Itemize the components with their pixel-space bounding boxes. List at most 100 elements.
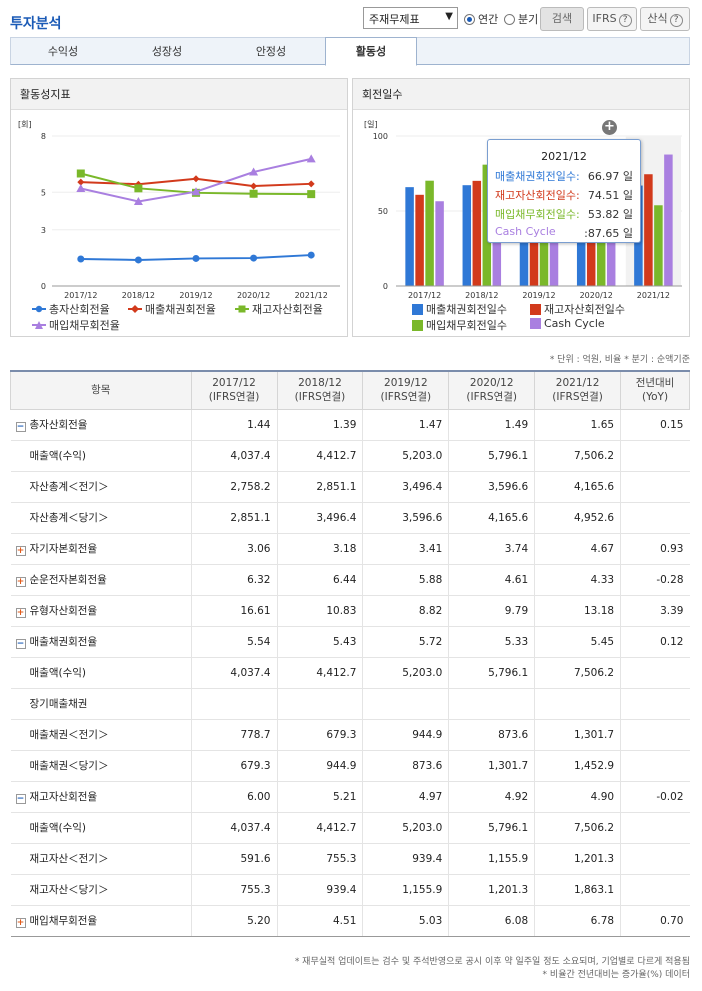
value-cell: 7,506.2 [534, 440, 621, 472]
row-label: 재고자산＜전기＞ [29, 853, 109, 865]
radio-off-icon [504, 13, 515, 25]
tab-stability[interactable]: 안정성 [255, 45, 287, 58]
ifrs-label: IFRS [592, 12, 617, 25]
value-cell: 3,596.6 [362, 502, 449, 534]
legend-item[interactable]: 매출채권회전율 [128, 301, 216, 317]
data-point [249, 189, 258, 198]
y-tick-label: 3 [41, 226, 46, 235]
footer-note-2: * 비율간 전년대비는 증가율(%) 데이터 [542, 970, 690, 980]
legend-item[interactable]: 매입채무회전일수 [412, 317, 507, 333]
expand-icon[interactable]: + [15, 577, 26, 587]
row-label: 재고자산＜당기＞ [29, 884, 109, 896]
legend-item[interactable]: Cash Cycle [530, 317, 605, 330]
data-point [77, 255, 85, 263]
value-cell: 4,037.4 [190, 440, 277, 472]
legend-item[interactable]: 재고자산회전일수 [530, 301, 625, 317]
select-value: 주재무제표 [369, 13, 420, 26]
value-cell: 3.74 [448, 533, 535, 565]
value-cell: 9.79 [448, 595, 535, 627]
row-label-cell: 재고자산＜전기＞ [10, 843, 192, 875]
value-cell: 4.33 [534, 564, 621, 596]
value-cell: 1,863.1 [534, 874, 621, 906]
tab-growth[interactable]: 성장성 [151, 45, 183, 58]
value-cell: 3,596.6 [448, 471, 535, 503]
value-cell: 6.32 [190, 564, 277, 596]
yoy-cell [620, 440, 690, 472]
formula-help-button[interactable]: 산식? [640, 7, 690, 31]
value-cell: 5.88 [362, 564, 449, 596]
collapse-icon[interactable]: − [15, 794, 26, 804]
radio-annual[interactable]: 연간 [464, 11, 498, 27]
value-cell: 5.33 [448, 626, 535, 658]
column-header: 전년대비 (YoY) [620, 370, 690, 410]
legend-item[interactable]: 매출채권회전일수 [412, 301, 507, 317]
activity-ratio-chart: [회] 0 3 5 8 2017/12 2018/12 2019/12 2020/12 2021/… [18, 120, 340, 300]
row-label-cell[interactable]: − 매출채권회전율 [10, 626, 192, 658]
row-label: 매출채권회전율 [29, 636, 98, 648]
value-cell: 939.4 [362, 843, 449, 875]
value-cell: 4,037.4 [190, 657, 277, 689]
row-label-cell: 자산총계＜당기＞ [10, 502, 192, 534]
value-cell: 13.18 [534, 595, 621, 627]
value-cell: 4.90 [534, 781, 621, 813]
bar [644, 174, 653, 286]
ifrs-help-button[interactable]: IFRS? [587, 7, 637, 31]
value-cell: 3,496.4 [362, 471, 449, 503]
value-cell: 5.21 [276, 781, 363, 813]
table-row: − 총자산회전율 1.44 1.39 1.47 1.49 1.65 0.15 [10, 409, 690, 441]
tab-profitability[interactable]: 수익성 [47, 45, 79, 58]
row-label-cell[interactable]: + 자기자본회전율 [10, 533, 192, 565]
row-label: 매출액(수익) [29, 822, 87, 834]
x-tick-label: 2018/12 [465, 291, 498, 300]
row-label-cell[interactable]: − 재고자산회전율 [10, 781, 192, 813]
yoy-cell: -0.02 [620, 781, 690, 813]
question-icon: ? [618, 14, 632, 27]
value-cell: 1.39 [276, 409, 363, 441]
yoy-cell: 0.12 [620, 626, 690, 658]
bar [482, 164, 492, 286]
x-tick-label: 2020/12 [580, 291, 613, 300]
table-row: + 순운전자본회전율 6.32 6.44 5.88 4.61 4.33 -0.28 [10, 564, 690, 596]
row-label-cell[interactable]: + 매입채무회전율 [10, 905, 192, 937]
tooltip-row: Cash Cycle:87.65 일 [495, 225, 633, 244]
data-point [307, 190, 316, 199]
radio-quarter[interactable]: 분기 [504, 11, 538, 27]
row-label-cell[interactable]: − 총자산회전율 [10, 409, 192, 441]
y-tick-label: 0 [41, 282, 46, 291]
expand-icon[interactable]: + [15, 546, 26, 556]
value-cell: 6.08 [448, 905, 535, 937]
legend-item[interactable]: 매입채무회전율 [32, 317, 120, 333]
expand-icon[interactable]: + [15, 918, 26, 928]
table-row: + 자기자본회전율 3.06 3.18 3.41 3.74 4.67 0.93 [10, 533, 690, 565]
statement-type-select[interactable]: 주재무제표 ▼ [363, 7, 458, 29]
turnover-days-panel: 회전일수 [352, 78, 690, 337]
x-tick-label: 2021/12 [637, 291, 670, 300]
value-cell: 4.67 [534, 533, 621, 565]
bar [405, 187, 414, 286]
tab-activity[interactable]: 활동성 [325, 37, 417, 66]
y-tick-label: 50 [378, 207, 388, 216]
collapse-icon[interactable]: − [15, 422, 26, 432]
legend-item[interactable]: 총자산회전율 [32, 301, 110, 317]
row-label-cell[interactable]: + 유형자산회전율 [10, 595, 192, 627]
y-tick-label: 8 [41, 132, 46, 141]
value-cell: 1,155.9 [448, 843, 535, 875]
expand-plus-icon[interactable]: + [602, 120, 617, 135]
x-tick-label: 2017/12 [64, 291, 97, 300]
yoy-cell: 0.70 [620, 905, 690, 937]
bar [472, 180, 482, 286]
y-tick-label: 0 [383, 282, 388, 291]
row-label-cell[interactable]: + 순운전자본회전율 [10, 564, 192, 596]
value-cell: 6.00 [190, 781, 277, 813]
right-legend: 매출채권회전일수 재고자산회전일수 매입채무회전일수 Cash Cycle [352, 300, 690, 336]
expand-icon[interactable]: + [15, 608, 26, 618]
table-row: − 재고자산회전율 6.00 5.21 4.97 4.92 4.90 -0.02 [10, 781, 690, 813]
legend-item[interactable]: 재고자산회전율 [235, 301, 323, 317]
search-button[interactable]: 검색 [540, 7, 584, 31]
table-row: 매출액(수익) 4,037.4 4,412.7 5,203.0 5,796.1 7,506… [10, 440, 690, 472]
collapse-icon[interactable]: − [15, 639, 26, 649]
row-label: 자산총계＜전기＞ [29, 481, 109, 493]
value-cell: 5,796.1 [448, 440, 535, 472]
column-header: 2019/12 (IFRS연결) [362, 370, 450, 410]
table-row: + 매입채무회전율 5.20 4.51 5.03 6.08 6.78 0.70 [10, 905, 690, 937]
